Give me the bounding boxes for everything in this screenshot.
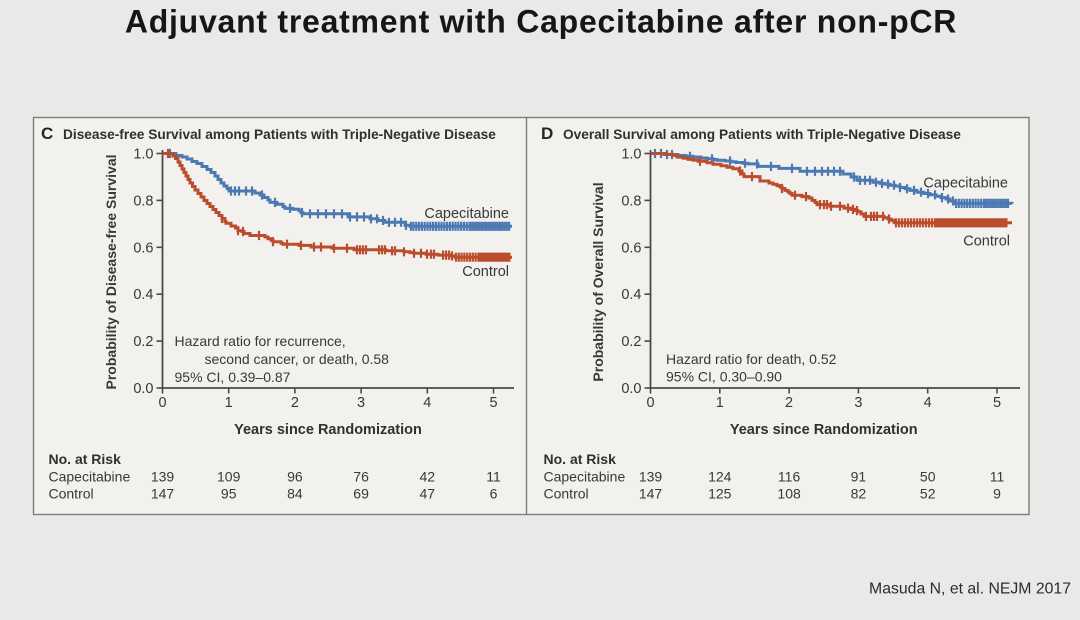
svg-text:Hazard ratio for death, 0.52: Hazard ratio for death, 0.52	[666, 351, 837, 367]
svg-text:0.8: 0.8	[133, 193, 153, 209]
svg-text:1.0: 1.0	[621, 147, 641, 163]
svg-text:Masuda N, et al. NEJM 2017: Masuda N, et al. NEJM 2017	[869, 581, 1071, 598]
svg-text:2: 2	[785, 395, 793, 411]
svg-text:125: 125	[708, 486, 732, 502]
svg-text:No. at Risk: No. at Risk	[544, 451, 617, 467]
svg-text:4: 4	[924, 395, 932, 411]
svg-text:0.6: 0.6	[133, 240, 153, 256]
svg-text:11: 11	[486, 469, 501, 485]
svg-text:5: 5	[993, 395, 1001, 411]
svg-text:1.0: 1.0	[133, 147, 153, 163]
svg-text:0.2: 0.2	[133, 334, 153, 350]
svg-text:6: 6	[490, 486, 498, 502]
svg-text:91: 91	[851, 469, 867, 485]
svg-text:No. at Risk: No. at Risk	[49, 451, 122, 467]
svg-text:0.0: 0.0	[621, 381, 641, 397]
svg-text:139: 139	[639, 469, 663, 485]
svg-text:95% CI, 0.39–0.87: 95% CI, 0.39–0.87	[175, 369, 291, 385]
svg-text:C: C	[41, 124, 53, 143]
svg-text:Control: Control	[963, 234, 1010, 250]
svg-text:Control: Control	[462, 264, 509, 280]
svg-text:96: 96	[287, 469, 303, 485]
svg-text:Control: Control	[49, 486, 94, 502]
svg-text:Probability of Overall Surviva: Probability of Overall Survival	[590, 182, 606, 381]
svg-text:0.4: 0.4	[133, 287, 153, 303]
svg-text:Overall Survival among Patient: Overall Survival among Patients with Tri…	[563, 127, 961, 142]
svg-text:124: 124	[708, 469, 732, 485]
svg-text:109: 109	[217, 469, 241, 485]
svg-text:Hazard ratio for recurrence,: Hazard ratio for recurrence,	[175, 333, 346, 349]
svg-text:3: 3	[357, 395, 365, 411]
svg-text:69: 69	[353, 486, 369, 502]
svg-text:42: 42	[420, 469, 436, 485]
svg-text:0.6: 0.6	[621, 240, 641, 256]
svg-text:Years since Randomization: Years since Randomization	[730, 422, 918, 438]
svg-text:147: 147	[639, 486, 663, 502]
svg-text:0: 0	[158, 395, 166, 411]
svg-text:Capecitabine: Capecitabine	[923, 176, 1008, 192]
svg-text:Control: Control	[544, 486, 589, 502]
svg-text:108: 108	[777, 486, 801, 502]
svg-text:D: D	[541, 124, 553, 143]
svg-text:Capecitabine: Capecitabine	[424, 206, 509, 222]
svg-text:3: 3	[854, 395, 862, 411]
svg-text:76: 76	[353, 469, 369, 485]
svg-text:95: 95	[221, 486, 237, 502]
svg-text:0.4: 0.4	[621, 287, 641, 303]
svg-text:50: 50	[920, 469, 936, 485]
svg-text:147: 147	[151, 486, 175, 502]
svg-text:5: 5	[489, 395, 497, 411]
svg-text:82: 82	[851, 486, 867, 502]
svg-text:1: 1	[225, 395, 233, 411]
svg-text:47: 47	[420, 486, 436, 502]
svg-text:11: 11	[990, 469, 1005, 485]
svg-text:1: 1	[716, 395, 724, 411]
svg-text:0.0: 0.0	[133, 381, 153, 397]
svg-text:Years since Randomization: Years since Randomization	[234, 422, 422, 438]
svg-text:Adjuvant treatment with Capeci: Adjuvant treatment with Capecitabine aft…	[125, 4, 957, 40]
svg-text:9: 9	[993, 486, 1001, 502]
svg-text:84: 84	[287, 486, 303, 502]
svg-text:4: 4	[423, 395, 431, 411]
svg-text:second cancer, or death, 0.58: second cancer, or death, 0.58	[205, 351, 390, 367]
svg-text:Capecitabine: Capecitabine	[49, 469, 131, 485]
svg-text:95% CI, 0.30–0.90: 95% CI, 0.30–0.90	[666, 369, 782, 385]
svg-text:52: 52	[920, 486, 936, 502]
svg-text:Capecitabine: Capecitabine	[544, 469, 626, 485]
svg-text:116: 116	[778, 469, 801, 485]
svg-text:0: 0	[646, 395, 654, 411]
svg-text:Disease-free Survival among Pa: Disease-free Survival among Patients wit…	[63, 127, 496, 142]
svg-text:0.2: 0.2	[621, 334, 641, 350]
svg-text:Probability of Disease-free Su: Probability of Disease-free Survival	[103, 155, 119, 390]
svg-text:2: 2	[291, 395, 299, 411]
svg-text:139: 139	[151, 469, 175, 485]
svg-text:0.8: 0.8	[621, 193, 641, 209]
